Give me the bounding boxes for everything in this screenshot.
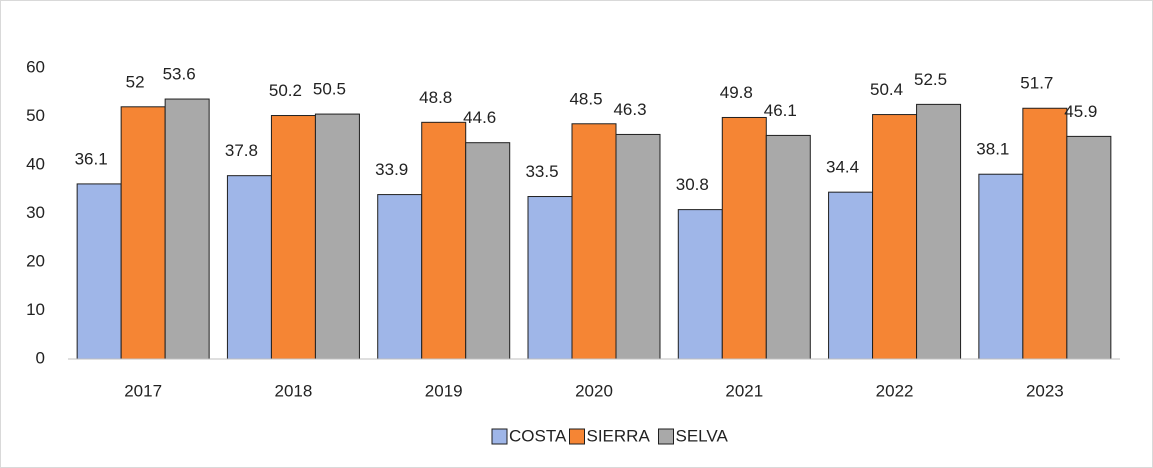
bar bbox=[314, 113, 360, 360]
bar bbox=[828, 191, 874, 360]
bar bbox=[164, 98, 210, 360]
bar bbox=[872, 114, 918, 360]
data-label: 49.8 bbox=[720, 83, 753, 102]
data-label: 52 bbox=[126, 72, 145, 91]
data-label: 38.1 bbox=[976, 140, 1009, 159]
data-label: 51.7 bbox=[1020, 74, 1053, 93]
data-label: 52.5 bbox=[914, 70, 947, 89]
x-tick-label: 2017 bbox=[124, 381, 162, 400]
x-tick-label: 2019 bbox=[425, 381, 463, 400]
bar bbox=[120, 106, 166, 360]
data-label: 46.1 bbox=[764, 101, 797, 120]
bar bbox=[76, 183, 122, 360]
bar bbox=[978, 173, 1024, 360]
bar bbox=[721, 116, 767, 360]
bar bbox=[677, 209, 723, 360]
x-tick-label: 2021 bbox=[725, 381, 763, 400]
bar bbox=[916, 103, 962, 360]
y-tick-label: 10 bbox=[26, 300, 45, 319]
data-label: 46.3 bbox=[613, 100, 646, 119]
data-label: 33.9 bbox=[375, 160, 408, 179]
bar bbox=[1022, 107, 1068, 360]
bar bbox=[527, 196, 573, 360]
y-tick-label: 20 bbox=[26, 251, 45, 270]
y-tick-label: 30 bbox=[26, 203, 45, 222]
bar bbox=[615, 133, 661, 360]
bar bbox=[226, 175, 272, 360]
y-tick-label: 40 bbox=[26, 154, 45, 173]
data-label: 53.6 bbox=[163, 65, 196, 84]
legend-swatch bbox=[491, 428, 508, 445]
bar bbox=[421, 121, 467, 360]
legend-label: COSTA bbox=[509, 426, 567, 445]
x-tick-label: 2023 bbox=[1026, 381, 1064, 400]
data-label: 48.5 bbox=[569, 89, 602, 108]
data-label: 50.5 bbox=[313, 80, 346, 99]
legend-label: SELVA bbox=[676, 426, 729, 445]
bar bbox=[465, 142, 511, 360]
y-tick-label: 60 bbox=[26, 57, 45, 76]
x-tick-label: 2020 bbox=[575, 381, 613, 400]
data-label: 45.9 bbox=[1064, 102, 1097, 121]
bar bbox=[1066, 135, 1112, 360]
y-tick-label: 50 bbox=[26, 106, 45, 125]
legend-swatch bbox=[569, 428, 585, 445]
data-label: 44.6 bbox=[463, 108, 496, 127]
bar bbox=[270, 115, 316, 360]
data-label: 50.2 bbox=[269, 81, 302, 100]
x-tick-label: 2018 bbox=[275, 381, 313, 400]
data-label: 50.4 bbox=[870, 80, 903, 99]
data-label: 33.5 bbox=[525, 162, 558, 181]
y-tick-label: 0 bbox=[36, 348, 45, 367]
data-label: 48.8 bbox=[419, 88, 452, 107]
data-label: 34.4 bbox=[826, 158, 859, 177]
data-label: 30.8 bbox=[676, 175, 709, 194]
bar bbox=[377, 194, 423, 360]
legend-label: SIERRA bbox=[587, 426, 651, 445]
data-label: 36.1 bbox=[75, 149, 108, 168]
x-tick-label: 2022 bbox=[876, 381, 914, 400]
bar bbox=[571, 123, 617, 360]
bar bbox=[765, 134, 811, 360]
data-label: 37.8 bbox=[225, 141, 258, 160]
legend-swatch bbox=[658, 428, 674, 445]
